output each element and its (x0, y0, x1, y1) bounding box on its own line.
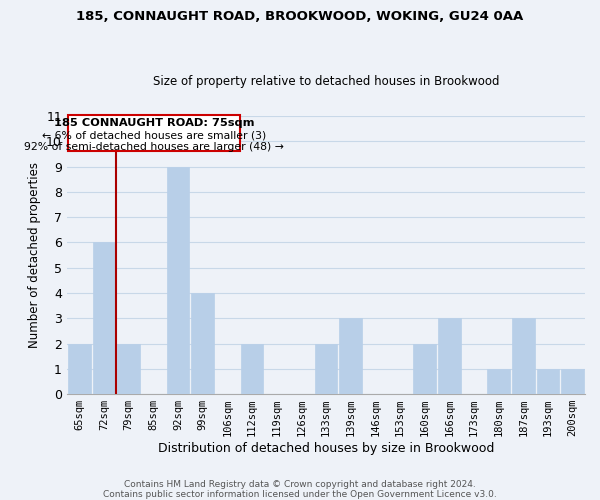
FancyBboxPatch shape (68, 115, 239, 151)
Title: Size of property relative to detached houses in Brookwood: Size of property relative to detached ho… (152, 76, 499, 88)
Text: Contains HM Land Registry data © Crown copyright and database right 2024.: Contains HM Land Registry data © Crown c… (124, 480, 476, 489)
Bar (117, 344, 140, 394)
Bar (413, 344, 436, 394)
Y-axis label: Number of detached properties: Number of detached properties (28, 162, 41, 348)
Bar (512, 318, 535, 394)
Bar (562, 369, 584, 394)
Text: 185 CONNAUGHT ROAD: 75sqm: 185 CONNAUGHT ROAD: 75sqm (53, 118, 254, 128)
X-axis label: Distribution of detached houses by size in Brookwood: Distribution of detached houses by size … (158, 442, 494, 455)
Bar (191, 293, 214, 394)
Bar (241, 344, 263, 394)
Text: 92% of semi-detached houses are larger (48) →: 92% of semi-detached houses are larger (… (24, 142, 284, 152)
Bar (487, 369, 510, 394)
Bar (438, 318, 461, 394)
Bar (68, 344, 91, 394)
Bar (314, 344, 337, 394)
Text: ← 6% of detached houses are smaller (3): ← 6% of detached houses are smaller (3) (42, 131, 266, 141)
Text: Contains public sector information licensed under the Open Government Licence v3: Contains public sector information licen… (103, 490, 497, 499)
Bar (167, 166, 189, 394)
Bar (339, 318, 362, 394)
Bar (92, 242, 115, 394)
Text: 185, CONNAUGHT ROAD, BROOKWOOD, WOKING, GU24 0AA: 185, CONNAUGHT ROAD, BROOKWOOD, WOKING, … (76, 10, 524, 23)
Bar (536, 369, 559, 394)
